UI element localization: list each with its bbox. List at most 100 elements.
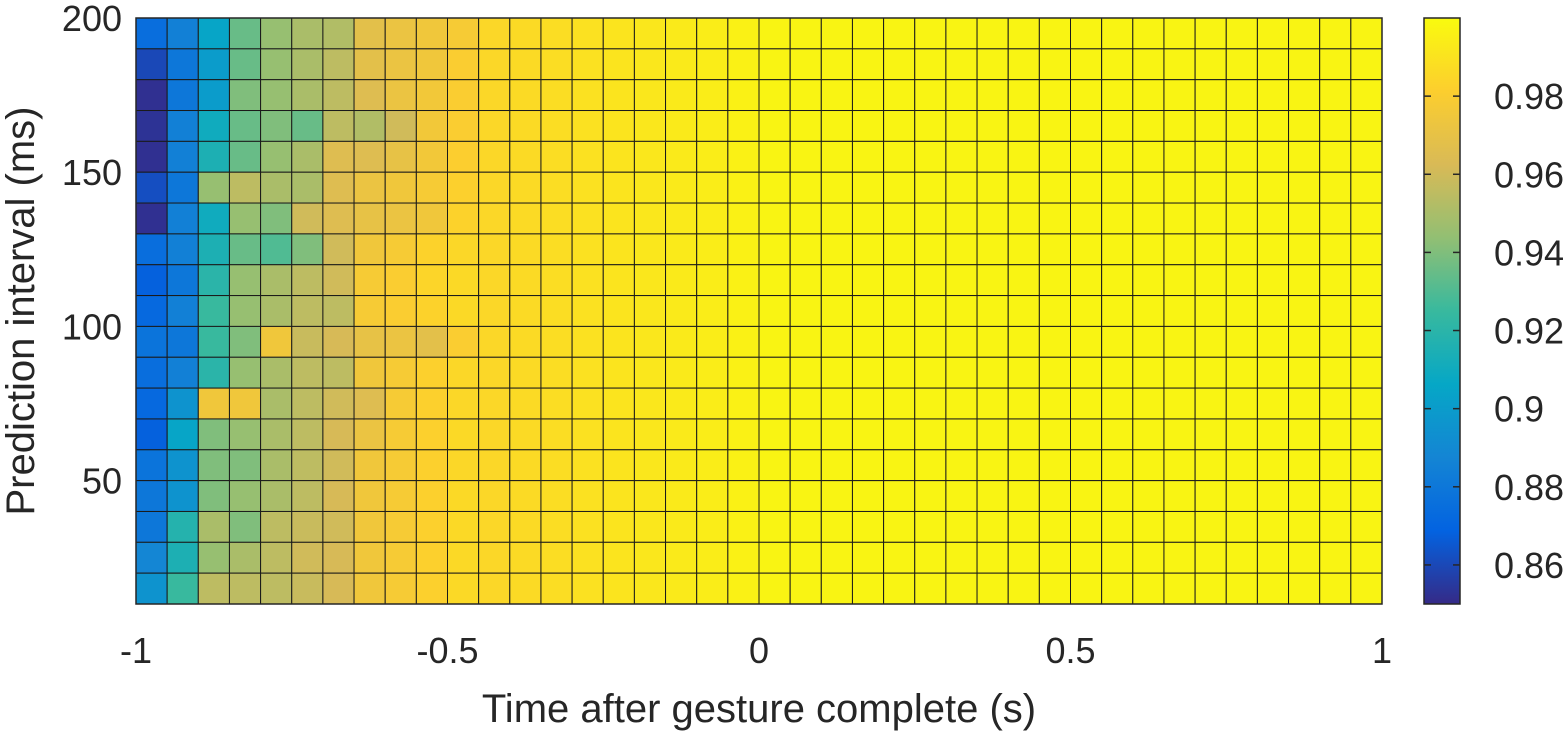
heatmap-cell — [540, 418, 573, 451]
heatmap-cell — [1256, 510, 1290, 543]
heatmap-cell — [633, 17, 667, 50]
heatmap-cell — [166, 510, 199, 543]
heatmap-cell — [1194, 572, 1227, 605]
heatmap-cell — [696, 541, 729, 574]
heatmap-cell — [851, 387, 885, 420]
heatmap-cell — [758, 449, 791, 482]
heatmap-cell — [166, 233, 199, 266]
colorbar-tick-label: 0.98 — [1494, 76, 1564, 117]
heatmap-cell — [571, 418, 604, 451]
heatmap-cell — [135, 202, 168, 235]
heatmap-cell — [789, 572, 822, 605]
heatmap-cell — [1101, 449, 1134, 482]
heatmap-cell — [1038, 140, 1071, 173]
heatmap-cell — [1132, 295, 1165, 327]
heatmap-cell — [509, 356, 542, 389]
heatmap-cell — [851, 171, 885, 204]
heatmap-cell — [415, 510, 449, 543]
heatmap-cell — [1038, 449, 1071, 482]
heatmap-cell — [1070, 356, 1103, 389]
x-tick-label: -0.5 — [416, 630, 478, 671]
heatmap-cell — [1132, 264, 1165, 297]
heatmap-cell — [914, 325, 947, 358]
heatmap-cell — [415, 325, 449, 358]
heatmap-cell — [1007, 418, 1040, 451]
heatmap-cell — [322, 418, 355, 451]
heatmap-cell — [945, 79, 978, 112]
heatmap-cell — [1007, 171, 1040, 204]
heatmap-cell — [1163, 17, 1196, 50]
heatmap-cell — [945, 17, 978, 50]
heatmap-cell — [820, 510, 853, 543]
heatmap-cell — [197, 510, 230, 543]
heatmap-cell — [353, 449, 386, 482]
heatmap-cell — [976, 387, 1009, 420]
heatmap-cell — [1319, 480, 1352, 512]
heatmap-cell — [571, 79, 604, 112]
heatmap-cell — [291, 17, 324, 50]
heatmap-cell — [914, 449, 947, 482]
heatmap-cell — [1163, 387, 1196, 420]
heatmap-cell — [883, 480, 916, 512]
y-tick-label: 150 — [62, 152, 122, 193]
heatmap-cell — [976, 480, 1009, 512]
heatmap-cell — [260, 418, 293, 451]
heatmap-cell — [851, 295, 885, 327]
heatmap-cell — [633, 295, 667, 327]
heatmap-cell — [384, 233, 417, 266]
heatmap-cell — [166, 79, 199, 112]
heatmap-cell — [1319, 110, 1352, 142]
heatmap-cell — [1225, 295, 1258, 327]
heatmap-cell — [447, 510, 480, 543]
heatmap-cell — [820, 418, 853, 451]
heatmap-cell — [976, 510, 1009, 543]
heatmap-cell — [1007, 264, 1040, 297]
heatmap-cell — [353, 295, 386, 327]
heatmap-cell — [415, 356, 449, 389]
heatmap-cell — [633, 541, 667, 574]
heatmap-cell — [602, 510, 635, 543]
heatmap-cell — [571, 264, 604, 297]
heatmap-cell — [1288, 418, 1321, 451]
heatmap-cell — [1007, 48, 1040, 81]
heatmap-cell — [758, 202, 791, 235]
heatmap-cell — [571, 48, 604, 81]
heatmap-cell — [228, 510, 262, 543]
heatmap-cell — [914, 356, 947, 389]
heatmap-cell — [509, 140, 542, 173]
heatmap-cell — [540, 110, 573, 142]
heatmap-cell — [1038, 325, 1071, 358]
heatmap-cell — [197, 480, 230, 512]
heatmap-cell — [851, 480, 885, 512]
heatmap-cell — [322, 480, 355, 512]
heatmap-cell — [1319, 325, 1352, 358]
heatmap-cell — [727, 356, 760, 389]
heatmap-cell — [166, 264, 199, 297]
heatmap-cell — [260, 295, 293, 327]
heatmap-cell — [478, 171, 511, 204]
heatmap-cell — [1256, 48, 1290, 81]
heatmap-cell — [322, 171, 355, 204]
heatmap-cell — [883, 325, 916, 358]
heatmap-cell — [1101, 387, 1134, 420]
heatmap-cell — [509, 510, 542, 543]
heatmap-cell — [1319, 79, 1352, 112]
heatmap-cell — [883, 572, 916, 605]
heatmap-cell — [976, 356, 1009, 389]
heatmap-cell — [260, 356, 293, 389]
heatmap-cell — [633, 356, 667, 389]
heatmap-cell — [602, 48, 635, 81]
heatmap-cell — [197, 233, 230, 266]
heatmap-cell — [415, 17, 449, 50]
heatmap-cell — [447, 171, 480, 204]
heatmap-cell — [1194, 171, 1227, 204]
heatmap-cell — [976, 418, 1009, 451]
heatmap-cell — [1070, 387, 1103, 420]
heatmap-cell — [1132, 356, 1165, 389]
colorbar-tick-label: 0.92 — [1494, 311, 1564, 352]
heatmap-cell — [1256, 295, 1290, 327]
heatmap-cell — [197, 387, 230, 420]
heatmap-cell — [260, 387, 293, 420]
heatmap-cell — [945, 48, 978, 81]
heatmap-cell — [851, 202, 885, 235]
